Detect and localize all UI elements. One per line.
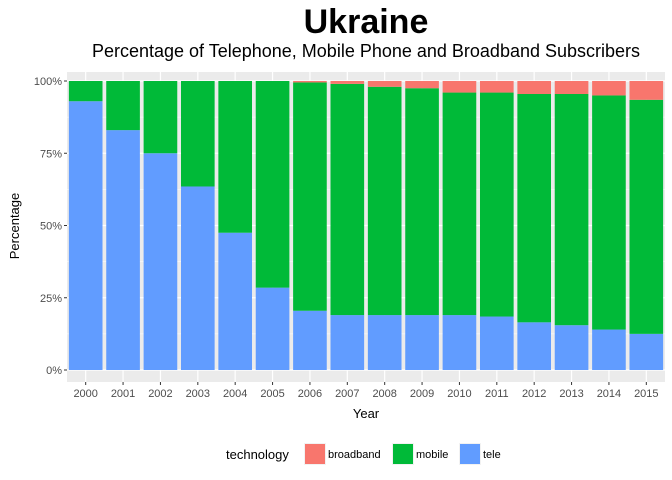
bar-tele-2005 <box>255 287 290 370</box>
bar-tele-2013 <box>554 325 589 370</box>
bar-mobile-2007 <box>330 83 365 316</box>
x-tick-label: 2009 <box>410 388 434 400</box>
bar-broadband-2007 <box>330 81 365 84</box>
x-tick-label: 2014 <box>597 388 621 400</box>
y-tick-label: 0% <box>46 365 62 377</box>
bar-broadband-2009 <box>405 81 439 89</box>
x-tick-label: 2008 <box>372 388 396 400</box>
legend-key-tele <box>460 444 480 464</box>
bar-tele-2011 <box>479 316 514 370</box>
x-tick-label: 2006 <box>298 388 322 400</box>
bar-tele-2014 <box>592 329 626 370</box>
bar-tele-2006 <box>293 310 327 370</box>
x-tick-label: 2011 <box>485 388 509 400</box>
bar-mobile-2000 <box>68 81 103 102</box>
y-axis-title: Percentage <box>7 193 22 260</box>
bar-tele-2000 <box>68 101 103 370</box>
bar-mobile-2008 <box>367 86 402 316</box>
legend-key-mobile <box>393 444 413 464</box>
x-tick-label: 2000 <box>73 388 97 400</box>
bar-broadband-2012 <box>517 81 552 95</box>
y-tick-label: 75% <box>40 148 62 160</box>
bars-layer <box>68 81 664 370</box>
legend-label-tele: tele <box>483 449 501 461</box>
bar-mobile-2004 <box>218 81 253 233</box>
bar-broadband-2015 <box>629 81 664 100</box>
bar-mobile-2009 <box>405 88 439 316</box>
bar-broadband-2006 <box>293 81 327 83</box>
y-tick-label: 50% <box>40 221 62 233</box>
bar-broadband-2008 <box>367 81 402 87</box>
bar-mobile-2011 <box>479 92 514 317</box>
x-axis: 2000 2001 2002 2003 2004 2005 2006 2007 2008 2009… <box>73 382 659 400</box>
x-tick-label: 2005 <box>260 388 284 400</box>
bar-mobile-2005 <box>255 81 290 288</box>
bar-tele-2004 <box>218 232 253 370</box>
legend-key-broadband <box>305 444 325 464</box>
chart-subtitle: Percentage of Telephone, Mobile Phone an… <box>92 41 640 61</box>
legend: technology broadband mobile tele <box>226 443 501 465</box>
bar-tele-2012 <box>517 322 552 370</box>
bar-mobile-2014 <box>592 95 626 330</box>
bar-tele-2010 <box>442 315 477 370</box>
legend-title: technology <box>226 447 289 462</box>
legend-label-mobile: mobile <box>416 449 448 461</box>
x-tick-label: 2015 <box>634 388 658 400</box>
bar-mobile-2002 <box>143 81 178 154</box>
x-tick-label: 2007 <box>335 388 359 400</box>
x-tick-label: 2001 <box>111 388 135 400</box>
legend-label-broadband: broadband <box>328 449 381 461</box>
bar-broadband-2014 <box>592 81 626 96</box>
bar-tele-2009 <box>405 315 439 370</box>
x-tick-label: 2003 <box>186 388 210 400</box>
bar-broadband-2013 <box>554 81 589 95</box>
x-tick-label: 2002 <box>148 388 172 400</box>
bar-tele-2007 <box>330 315 365 370</box>
bar-mobile-2013 <box>554 94 589 326</box>
x-axis-title: Year <box>353 406 380 421</box>
bar-mobile-2003 <box>180 81 215 187</box>
bar-mobile-2012 <box>517 94 552 323</box>
y-axis: 0% 25% 50% 75% 100% <box>34 76 67 377</box>
bar-mobile-2006 <box>293 82 327 311</box>
x-tick-label: 2004 <box>223 388 247 400</box>
bar-tele-2002 <box>143 153 178 370</box>
bar-tele-2008 <box>367 315 402 370</box>
bar-tele-2001 <box>106 130 140 370</box>
chart-title: Ukraine <box>304 3 429 41</box>
y-tick-label: 25% <box>40 293 62 305</box>
x-tick-label: 2013 <box>559 388 583 400</box>
bar-mobile-2001 <box>106 81 140 131</box>
bar-mobile-2015 <box>629 99 664 334</box>
x-tick-label: 2010 <box>447 388 471 400</box>
bar-tele-2003 <box>180 186 215 370</box>
bar-tele-2015 <box>629 333 664 370</box>
x-tick-label: 2012 <box>522 388 546 400</box>
bar-broadband-2011 <box>479 81 514 93</box>
bar-mobile-2010 <box>442 92 477 316</box>
bar-broadband-2010 <box>442 81 477 93</box>
y-tick-label: 100% <box>34 76 62 88</box>
